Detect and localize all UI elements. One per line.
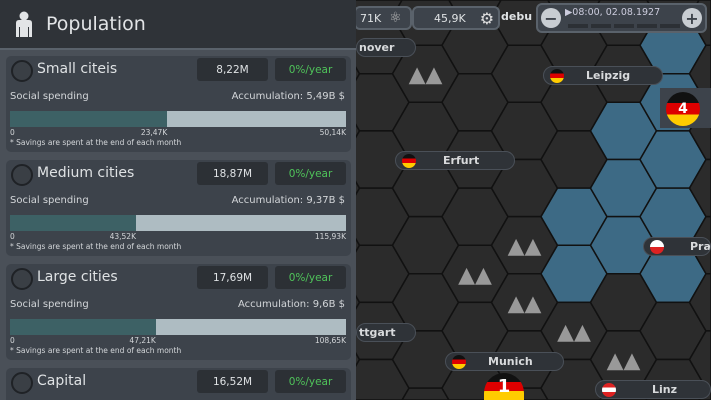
science-value: 71K [360, 11, 382, 25]
city-name: Munich [488, 355, 533, 368]
city-name: ttgart [359, 326, 396, 339]
accumulation-value: Accumulation: 9,37B $ [231, 195, 345, 206]
slider-current: 47,21K [129, 336, 156, 345]
category-name: Small citeis [37, 61, 118, 77]
social-spending-label: Social spending [10, 91, 89, 102]
person-icon [16, 11, 32, 37]
city-label-leipzig[interactable]: Leipzig [543, 66, 663, 85]
social-spending-label: Social spending [10, 195, 89, 206]
army-badge[interactable]: 1 [484, 373, 524, 400]
germany-flag-icon [550, 68, 564, 83]
speed-indicator [568, 24, 680, 28]
growth-rate: 0%/year [275, 370, 346, 393]
forest-icon: ▲▲ [557, 320, 591, 345]
debug-label[interactable]: debu [501, 10, 533, 23]
city-label-stuttgart[interactable]: ttgart [356, 323, 416, 342]
time-control: − ▶08:00, 02.08.1927 + [536, 3, 707, 33]
spending-slider-fill [10, 215, 136, 231]
slider-max: 50,14K [319, 128, 346, 137]
population-value: 17,69M [197, 266, 268, 289]
army-badge[interactable]: 4 [666, 92, 700, 126]
category-name: Large cities [37, 269, 118, 285]
select-radio[interactable] [11, 268, 33, 290]
city-name: Erfurt [443, 154, 480, 167]
select-radio[interactable] [11, 60, 33, 82]
accumulation-value: Accumulation: 9,6B $ [238, 299, 345, 310]
population-panel: Population Small citeis 8,22M 0%/year Soc… [0, 0, 356, 400]
slider-max: 108,65K [314, 336, 346, 345]
population-value: 8,22M [197, 58, 268, 81]
forest-icon: ▲▲ [607, 349, 641, 374]
industry-counter: 45,9K ⚙ [412, 6, 500, 30]
savings-note: * Savings are spent at the end of each m… [10, 242, 182, 251]
category-name: Medium cities [37, 165, 135, 181]
panel-title: Population [46, 13, 146, 35]
city-name: nover [359, 41, 395, 54]
industry-value: 45,9K [434, 11, 466, 25]
date-time: ▶08:00, 02.08.1927 [565, 7, 661, 18]
accumulation-value: Accumulation: 5,49B $ [231, 91, 345, 102]
badge-count: 4 [678, 101, 688, 117]
speed-up-button[interactable]: + [682, 8, 702, 28]
city-label-linz[interactable]: Linz [595, 380, 711, 399]
slider-min: 0 [10, 336, 15, 345]
population-card: Medium cities 18,87M 0%/year Social spend… [6, 160, 351, 256]
slow-down-button[interactable]: − [541, 8, 561, 28]
germany-flag-icon [402, 153, 416, 168]
population-card: Large cities 17,69M 0%/year Social spendi… [6, 264, 351, 360]
growth-rate: 0%/year [275, 58, 346, 81]
social-spending-label: Social spending [10, 299, 89, 310]
forest-icon: ▲▲ [409, 63, 443, 88]
population-card: Capital 16,52M 0%/year [6, 368, 351, 400]
city-name: Leipzig [586, 69, 631, 82]
badge-count: 1 [497, 376, 511, 397]
atom-icon: ⚛ [389, 10, 402, 26]
savings-note: * Savings are spent at the end of each m… [10, 138, 182, 147]
select-radio[interactable] [11, 372, 33, 394]
savings-note: * Savings are spent at the end of each m… [10, 346, 182, 355]
city-name: Linz [652, 383, 678, 396]
czech-flag-icon [650, 239, 664, 254]
slider-max: 115,93K [314, 232, 346, 241]
slider-current: 43,52K [109, 232, 136, 241]
spending-slider[interactable] [10, 111, 346, 127]
forest-icon: ▲▲ [508, 234, 542, 259]
growth-rate: 0%/year [275, 162, 346, 185]
germany-flag-icon [452, 354, 466, 369]
panel-header: Population [0, 0, 356, 50]
land-hex[interactable] [401, 387, 450, 400]
spending-slider-fill [10, 111, 168, 127]
spending-slider[interactable] [10, 319, 346, 335]
population-value: 16,52M [197, 370, 268, 393]
city-label-erfurt[interactable]: Erfurt [395, 151, 515, 170]
forest-icon: ▲▲ [458, 263, 492, 288]
city-label-prague[interactable]: Pra [643, 237, 711, 256]
city-label-hannover[interactable]: nover [356, 38, 416, 57]
austria-flag-icon [602, 382, 616, 397]
growth-rate: 0%/year [275, 266, 346, 289]
gear-icon[interactable]: ⚙ [479, 8, 495, 28]
science-counter: 71K ⚛ [354, 6, 412, 30]
slider-min: 0 [10, 128, 15, 137]
population-value: 18,87M [197, 162, 268, 185]
select-radio[interactable] [11, 164, 33, 186]
slider-current: 23,47K [140, 128, 168, 137]
category-name: Capital [37, 373, 87, 389]
spending-slider-fill [10, 319, 156, 335]
city-label-munich[interactable]: Munich [445, 352, 564, 371]
population-card: Small citeis 8,22M 0%/year Social spendin… [6, 56, 351, 152]
slider-min: 0 [10, 232, 15, 241]
forest-icon: ▲▲ [508, 291, 542, 316]
spending-slider[interactable] [10, 215, 346, 231]
city-name: Pra [690, 240, 711, 253]
